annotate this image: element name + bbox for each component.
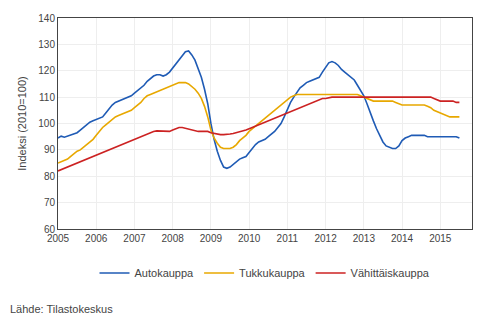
svg-text:2014: 2014 [391, 233, 414, 244]
svg-text:Indeksi (2010=100): Indeksi (2010=100) [16, 76, 28, 170]
svg-text:60: 60 [44, 224, 56, 235]
svg-text:2005: 2005 [47, 233, 70, 244]
svg-text:110: 110 [39, 92, 55, 103]
svg-text:Tukkukauppa: Tukkukauppa [239, 267, 306, 279]
svg-text:70: 70 [44, 197, 56, 208]
svg-text:2015: 2015 [429, 233, 452, 244]
svg-text:2009: 2009 [200, 233, 223, 244]
svg-text:120: 120 [38, 65, 55, 76]
svg-text:2007: 2007 [123, 233, 146, 244]
svg-text:2006: 2006 [85, 233, 108, 244]
svg-text:Autokauppa: Autokauppa [135, 267, 195, 279]
svg-text:90: 90 [44, 144, 56, 155]
svg-text:2013: 2013 [353, 233, 376, 244]
svg-text:100: 100 [38, 118, 55, 129]
svg-text:Vähittäiskauppa: Vähittäiskauppa [351, 267, 430, 279]
svg-text:2010: 2010 [238, 233, 261, 244]
svg-text:2011: 2011 [277, 233, 299, 244]
svg-text:80: 80 [44, 171, 56, 182]
svg-text:130: 130 [38, 39, 55, 50]
svg-text:2012: 2012 [314, 233, 337, 244]
svg-text:Lähde: Tilastokeskus: Lähde: Tilastokeskus [10, 303, 113, 315]
svg-text:2008: 2008 [162, 233, 185, 244]
svg-text:140: 140 [38, 13, 55, 24]
